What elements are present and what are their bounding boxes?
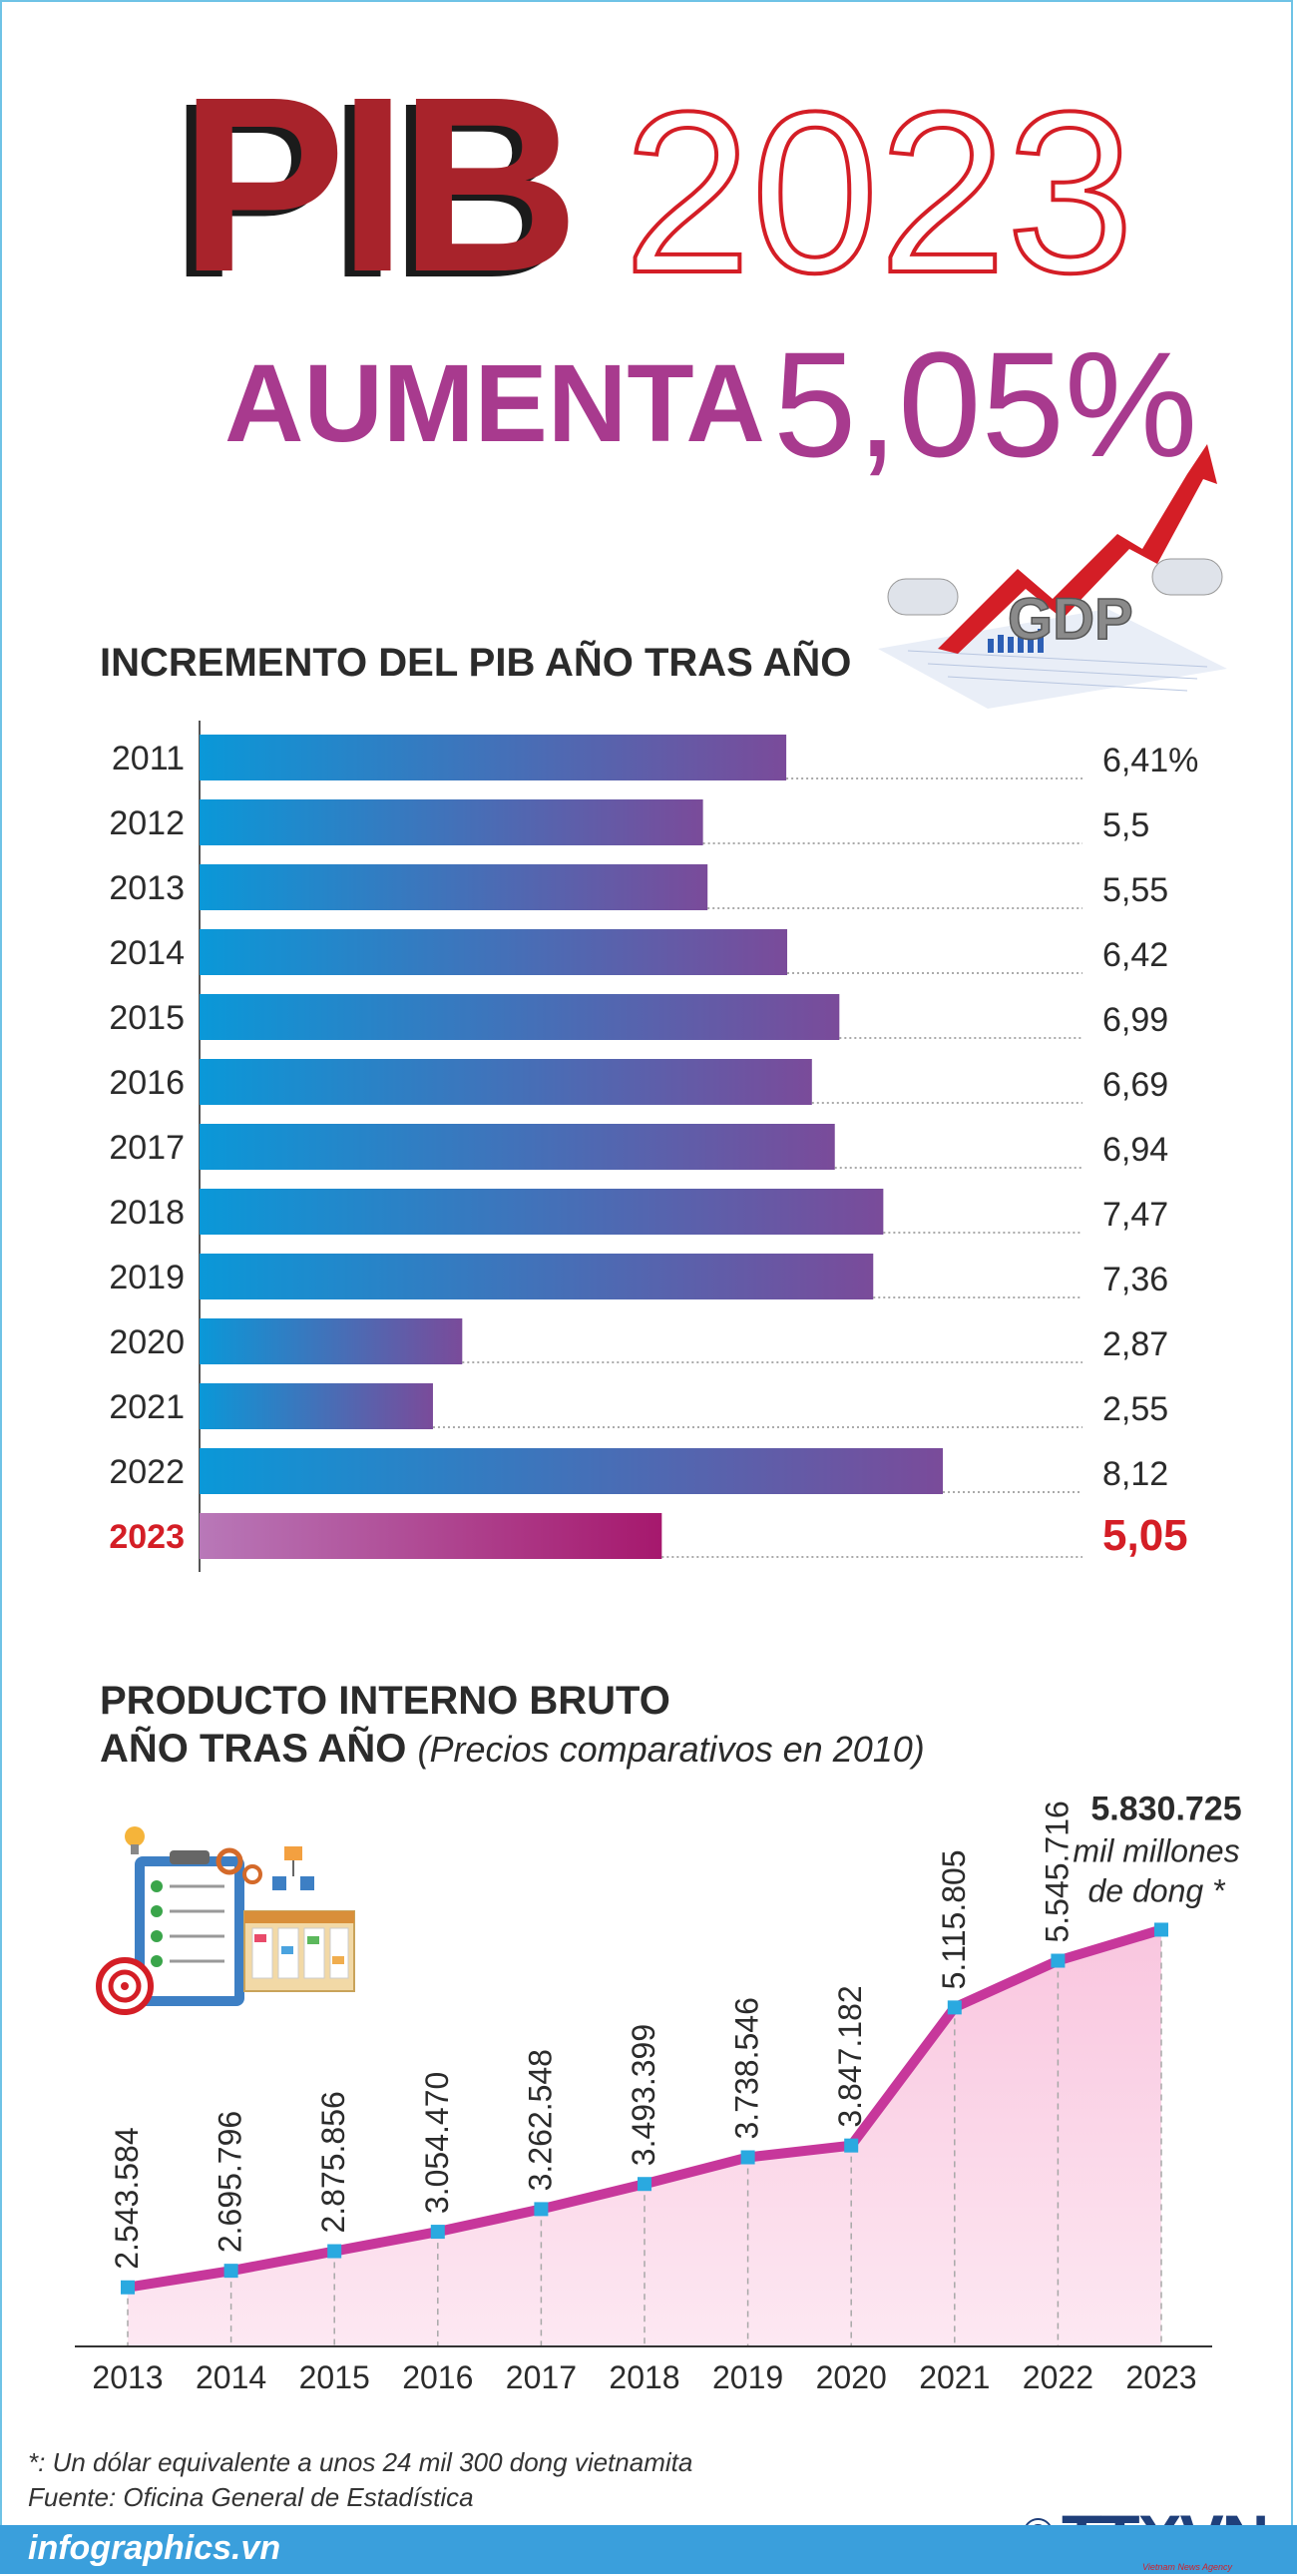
growth-bar-2021 (200, 1383, 433, 1429)
footnotes: *: Un dólar equivalente a unos 24 mil 30… (28, 2445, 692, 2515)
gdp-value-label-2021: 5.115.805 (936, 1849, 972, 1989)
growth-bar-2011 (200, 735, 787, 780)
gdp-point-2020 (844, 2138, 859, 2153)
growth-year-label-2015: 2015 (109, 999, 185, 1037)
growth-year-label-2021: 2021 (109, 1388, 185, 1426)
gdp-point-2015 (327, 2244, 342, 2259)
gdp-x-tick-2023: 2023 (1125, 2359, 1196, 2395)
growth-value-label-2015: 6,99 (1102, 1001, 1168, 1039)
gdp-value-label-2014: 2.695.796 (213, 2111, 248, 2253)
gdp-value-label-2015: 2.875.856 (315, 2091, 351, 2233)
gdp-x-tick-2022: 2022 (1023, 2359, 1093, 2395)
growth-year-label-2014: 2014 (109, 934, 185, 972)
growth-value-label-2020: 2,87 (1102, 1325, 1168, 1363)
gdp-value-label-2019: 3.738.546 (729, 1997, 765, 2139)
gdp-point-2021 (947, 2000, 962, 2015)
growth-bar-2014 (200, 929, 788, 975)
growth-bar-2020 (200, 1318, 463, 1364)
growth-year-label-2019: 2019 (109, 1259, 185, 1296)
growth-year-label-2011: 2011 (112, 740, 185, 777)
gdp-x-tick-2018: 2018 (609, 2359, 679, 2395)
footnote-currency: *: Un dólar equivalente a unos 24 mil 30… (28, 2447, 693, 2477)
gdp-growth-illustration-icon: GDP (878, 444, 1227, 709)
growth-value-label-2012: 5,5 (1102, 806, 1149, 844)
gdp-point-2023 (1154, 1922, 1168, 1937)
growth-bar-2023 (200, 1513, 662, 1559)
gdp-x-tick-2020: 2020 (816, 2359, 887, 2395)
gdp-point-2019 (740, 2150, 755, 2165)
growth-bar-2012 (200, 799, 703, 845)
growth-section-title: INCREMENTO DEL PIB AÑO TRAS AÑO (100, 641, 852, 685)
growth-value-label-2017: 6,94 (1102, 1131, 1168, 1169)
gdp-unit-line2: de dong * (1087, 1872, 1226, 1908)
gdp-x-tick-2019: 2019 (712, 2359, 783, 2395)
growth-year-label-2020: 2020 (109, 1323, 185, 1361)
gdp-unit-line1: mil millones (1073, 1832, 1239, 1868)
gdp-x-tick-2013: 2013 (92, 2359, 163, 2395)
gdp-point-2016 (430, 2225, 445, 2240)
growth-value-label-2011: 6,41% (1102, 742, 1198, 779)
gdp-point-2014 (223, 2264, 238, 2279)
footer-site-link[interactable]: infographics.vn (28, 2529, 281, 2567)
growth-bar-2013 (200, 864, 708, 910)
logo-subtext: Vietnam News Agency (1142, 2562, 1233, 2572)
subtitle-value: 5,05% (773, 320, 1198, 488)
growth-value-label-2023: 5,05 (1102, 1511, 1188, 1560)
gdp-section-title: PRODUCTO INTERNO BRUTO AÑO TRAS AÑO (Pre… (100, 1677, 925, 1773)
planning-checklist-icon (96, 1826, 355, 2015)
growth-value-label-2013: 5,55 (1102, 871, 1168, 909)
gdp-x-tick-2014: 2014 (196, 2359, 266, 2395)
growth-year-label-2013: 2013 (109, 869, 185, 907)
gdp-value-label-2013: 2.543.584 (109, 2127, 145, 2269)
footer-bar (0, 2525, 1297, 2574)
gdp-point-2022 (1051, 1953, 1066, 1968)
gdp-point-2013 (121, 2280, 135, 2295)
growth-bar-2016 (200, 1059, 812, 1105)
growth-value-label-2016: 6,69 (1102, 1066, 1168, 1104)
gdp-x-tick-2021: 2021 (919, 2359, 990, 2395)
gdp-title-line2: AÑO TRAS AÑO (100, 1727, 407, 1771)
gdp-point-2018 (638, 2177, 651, 2192)
gdp-value-label-2018: 3.493.399 (626, 2024, 661, 2166)
growth-year-label-2016: 2016 (109, 1064, 185, 1102)
growth-bar-chart: 2011 6,41% 2012 5,5 2013 5,55 2014 6,42 2015 6,99… (109, 721, 1198, 1572)
gdp-x-tick-2015: 2015 (299, 2359, 370, 2395)
gdp-value-label-2022: 5.545.716 (1039, 1801, 1075, 1942)
growth-bar-2022 (200, 1448, 943, 1494)
growth-year-label-2012: 2012 (109, 804, 185, 842)
growth-bar-2015 (200, 994, 840, 1040)
subtitle-label: AUMENTA (224, 342, 765, 465)
growth-bar-2017 (200, 1124, 835, 1170)
growth-bar-2018 (200, 1189, 884, 1235)
growth-year-label-2017: 2017 (109, 1129, 185, 1167)
gdp-value-label-2016: 3.054.470 (419, 2072, 455, 2214)
gdp-title-note: (Precios comparativos en 2010) (417, 1729, 925, 1770)
gdp-title-line1: PRODUCTO INTERNO BRUTO (100, 1679, 670, 1723)
gdp-point-2017 (534, 2202, 549, 2217)
growth-value-label-2021: 2,55 (1102, 1390, 1168, 1428)
gdp-value-label-2017: 3.262.548 (522, 2049, 558, 2191)
title-year: 2023 (622, 64, 1136, 320)
footnote-source: Fuente: Oficina General de Estadística (28, 2482, 474, 2513)
gdp-area-chart: 2013 2.543.584 2014 2.695.796 2015 2.875.856 2… (75, 1790, 1242, 2395)
growth-value-label-2018: 7,47 (1102, 1196, 1168, 1234)
growth-value-label-2014: 6,42 (1102, 936, 1168, 974)
gdp-x-tick-2017: 2017 (506, 2359, 577, 2395)
growth-year-label-2023: 2023 (109, 1518, 185, 1556)
growth-year-label-2018: 2018 (109, 1194, 185, 1232)
growth-year-label-2022: 2022 (109, 1453, 185, 1491)
title-pib: PIB (180, 45, 580, 323)
growth-value-label-2022: 8,12 (1102, 1455, 1168, 1493)
growth-bar-2019 (200, 1254, 874, 1299)
gdp-value-label-2020: 3.847.182 (832, 1985, 868, 2127)
gdp-value-label-2023: 5.830.725 (1090, 1790, 1241, 1827)
gdp-x-tick-2016: 2016 (402, 2359, 473, 2395)
growth-value-label-2019: 7,36 (1102, 1261, 1168, 1298)
gdp-badge-text: GDP (1008, 587, 1133, 652)
